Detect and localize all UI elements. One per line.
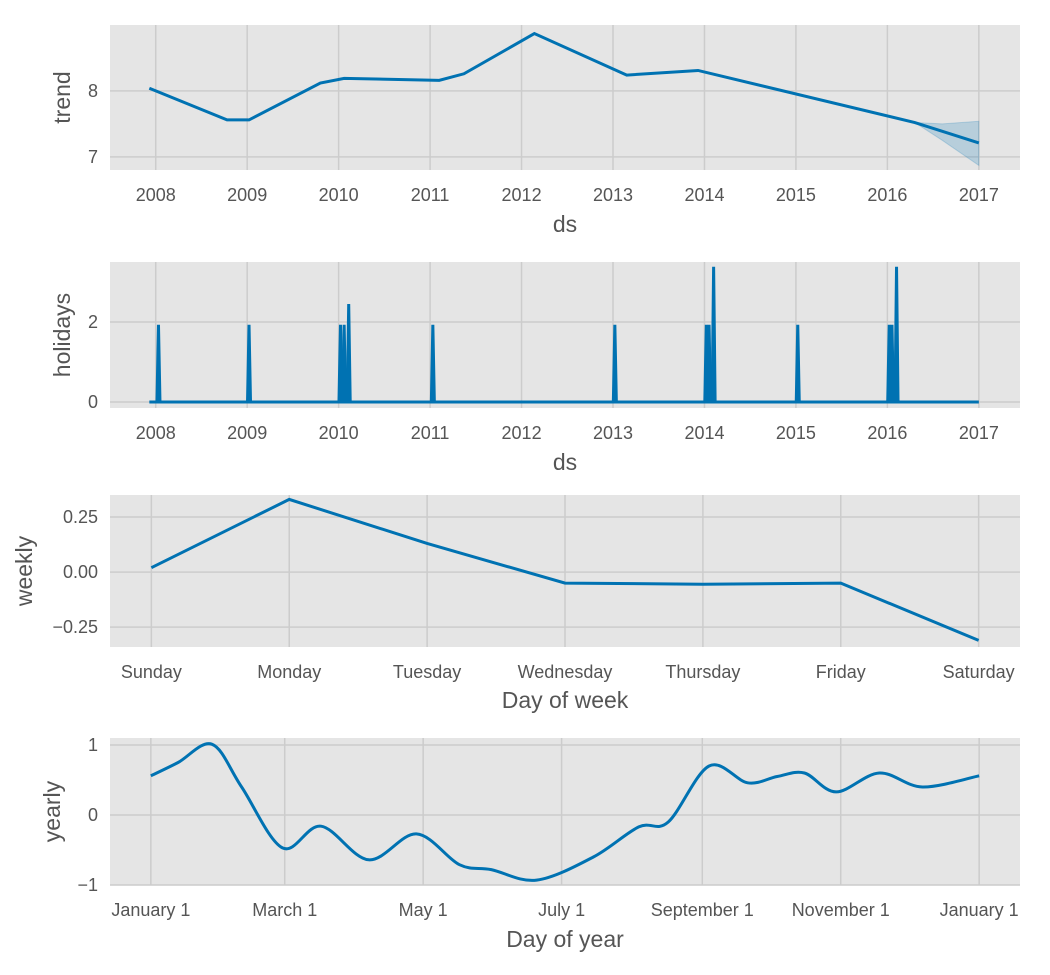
y-tick-label: 2 — [88, 312, 98, 332]
holiday-spike — [706, 324, 713, 403]
y-tick-label: −0.25 — [52, 617, 98, 637]
yearly-line — [150, 742, 980, 882]
x-tick-label: January 1 — [111, 900, 190, 920]
x-tick-label: July 1 — [538, 900, 585, 920]
x-tick-label: 2017 — [959, 423, 999, 443]
x-axis-label: Day of week — [502, 687, 629, 713]
x-tick-label: 2017 — [959, 185, 999, 205]
plot-area — [110, 738, 1020, 885]
holiday-spike — [710, 266, 717, 403]
x-tick-label: September 1 — [651, 900, 754, 920]
x-tick-label: 2012 — [502, 185, 542, 205]
y-tick-label: 8 — [88, 81, 98, 101]
x-tick-label: 2016 — [867, 423, 907, 443]
x-tick-label: 2010 — [319, 423, 359, 443]
trend-line — [148, 31, 980, 145]
x-tick-label: November 1 — [792, 900, 890, 920]
x-tick-label: Thursday — [665, 662, 740, 682]
holiday-spike — [155, 324, 162, 403]
y-tick-label: 0 — [88, 805, 98, 825]
weekly-line — [150, 497, 980, 642]
holiday-spike — [888, 324, 895, 403]
y-tick-label: 1 — [88, 735, 98, 755]
panel-holidays: 2008 2009 2010 2011 2012 2013 2014 2015 2016 2017… — [49, 262, 1020, 475]
x-tick-label: Wednesday — [518, 662, 613, 682]
holiday-spike — [337, 324, 344, 403]
plot-area — [110, 262, 1020, 408]
x-tick-label: 2013 — [593, 423, 633, 443]
x-tick-label: Friday — [816, 662, 866, 682]
holiday-spike — [345, 303, 352, 403]
y-axis-label: holidays — [49, 293, 75, 377]
y-axis-label: trend — [49, 71, 75, 123]
holiday-spike — [246, 324, 253, 403]
plot-area — [110, 25, 1020, 170]
x-tick-label: 2011 — [411, 423, 450, 443]
panel-trend: 2008 2009 2010 2011 2012 2013 2014 2015 2016 2017… — [49, 25, 1020, 237]
x-tick-label: Sunday — [121, 662, 182, 682]
holiday-spike — [611, 324, 618, 403]
x-axis-label: Day of year — [506, 926, 624, 952]
y-tick-label: 7 — [88, 147, 98, 167]
holiday-spike — [893, 266, 900, 403]
x-tick-label: March 1 — [252, 900, 317, 920]
x-tick-label: 2015 — [776, 423, 816, 443]
y-axis-label: weekly — [11, 535, 37, 607]
panel-weekly: Sunday Monday Tuesday Wednesday Thursday Frid… — [11, 495, 1020, 713]
panel-yearly: January 1 March 1 May 1 July 1 September 1 No… — [39, 735, 1020, 952]
y-tick-label: 0.00 — [63, 562, 98, 582]
x-tick-label: 2011 — [411, 185, 450, 205]
x-tick-label: Monday — [257, 662, 321, 682]
x-tick-label: 2010 — [319, 185, 359, 205]
x-tick-label: 2015 — [776, 185, 816, 205]
x-tick-label: 2009 — [227, 185, 267, 205]
holiday-spike — [429, 324, 436, 403]
x-tick-label: 2008 — [136, 423, 176, 443]
x-tick-label: May 1 — [399, 900, 448, 920]
x-tick-label: 2014 — [684, 185, 724, 205]
x-tick-label: Tuesday — [393, 662, 461, 682]
y-tick-label: 0 — [88, 392, 98, 412]
y-axis-label: yearly — [39, 780, 65, 842]
x-tick-label: 2009 — [227, 423, 267, 443]
x-tick-label: 2012 — [502, 423, 542, 443]
holiday-spike — [794, 324, 801, 403]
y-tick-label: 0.25 — [63, 507, 98, 527]
y-tick-label: −1 — [77, 875, 98, 895]
uncertainty-band — [912, 120, 980, 167]
x-tick-label: 2014 — [684, 423, 724, 443]
x-tick-label: January 1 — [940, 900, 1019, 920]
holiday-spike — [341, 324, 348, 403]
x-axis-label: ds — [553, 211, 577, 237]
x-axis-label: ds — [553, 449, 577, 475]
x-tick-label: 2016 — [867, 185, 907, 205]
x-tick-label: 2008 — [136, 185, 176, 205]
x-tick-label: Saturday — [943, 662, 1015, 682]
x-tick-label: 2013 — [593, 185, 633, 205]
